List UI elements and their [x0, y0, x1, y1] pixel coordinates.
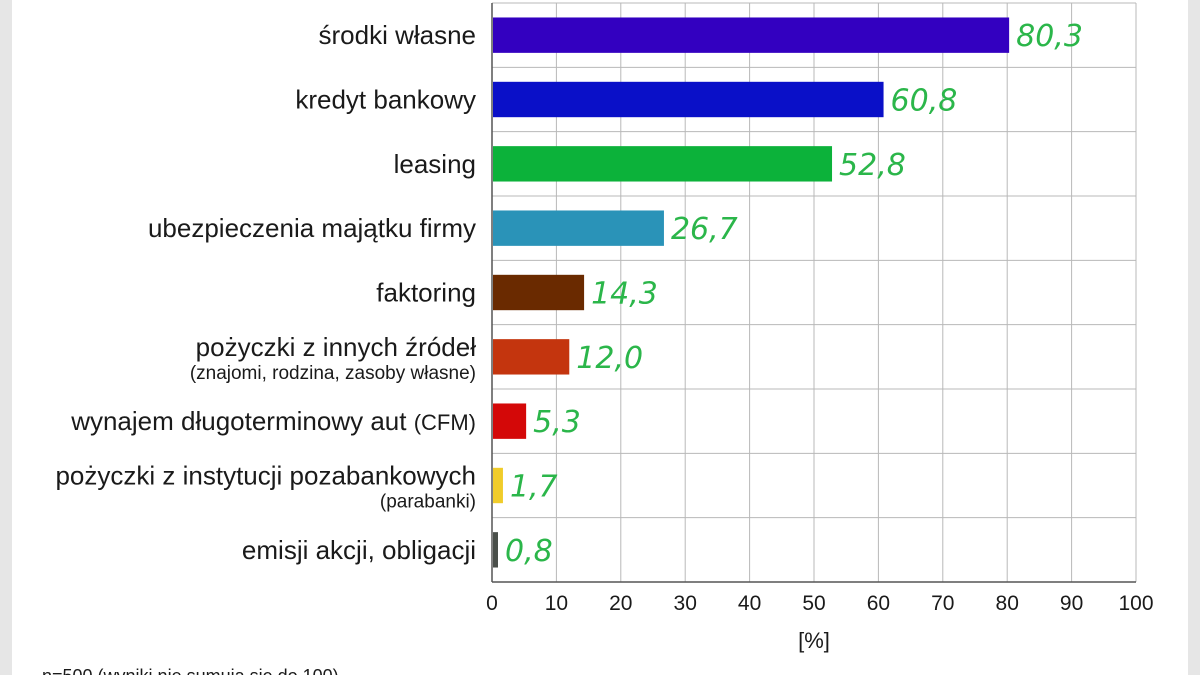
x-tick-label-4: 40: [738, 592, 761, 615]
value-label-3: 26,7: [671, 212, 738, 247]
category-label-2: leasing: [394, 149, 476, 179]
category-label-1: kredyt bankowy: [295, 85, 476, 115]
value-label-4: 14,3: [591, 277, 658, 312]
chart-canvas: środki własne kredyt bankowy leasing ubezpi…: [12, 0, 1188, 675]
bar-1: [493, 81, 884, 118]
category-label-0: środki własne: [318, 20, 476, 50]
x-tick-label-9: 90: [1060, 592, 1083, 615]
x-tick-label-5: 50: [802, 592, 825, 615]
category-label-5: pożyczki z innych źródeł: [196, 332, 477, 362]
category-sublabel-6: (CFM): [414, 410, 476, 435]
category-label-4: faktoring: [376, 278, 476, 308]
value-labels: 80,3 60,8 52,8 26,7 14,3 12,0 5,3 1,7 0,8: [505, 19, 1083, 569]
x-tick-label-3: 30: [674, 592, 697, 615]
x-tick-label-8: 80: [996, 592, 1019, 615]
footnote: n=500 (wyniki nie sumują się do 100): [42, 666, 339, 675]
value-label-6: 5,3: [533, 405, 581, 440]
x-tick-label-2: 20: [609, 592, 632, 615]
bar-4: [493, 274, 585, 311]
bar-5: [493, 339, 570, 375]
category-label-6: wynajem długoterminowy aut (CFM): [70, 406, 476, 436]
category-sublabel-5: (znajomi, rodzina, zasoby własne): [190, 363, 476, 384]
bar-3: [493, 210, 664, 246]
x-tick-label-6: 60: [867, 592, 890, 615]
bars: [493, 17, 1010, 568]
category-label-8: emisji akcji, obligacji: [242, 535, 476, 565]
x-tick-label-7: 70: [931, 592, 954, 615]
category-labels: środki własne kredyt bankowy leasing ubezpi…: [55, 20, 476, 565]
value-label-0: 80,3: [1016, 19, 1083, 54]
category-label-main-6: wynajem długoterminowy aut: [70, 406, 414, 436]
category-label-3: ubezpieczenia majątku firmy: [148, 213, 476, 243]
x-tick-label-10: 100: [1118, 592, 1153, 615]
bar-7: [493, 467, 503, 504]
value-label-1: 60,8: [891, 84, 958, 119]
bar-8: [493, 532, 498, 568]
x-tick-label-1: 10: [545, 592, 568, 615]
bar-2: [493, 146, 833, 182]
category-label-7: pożyczki z instytucji pozabankowych: [55, 461, 476, 491]
value-label-7: 1,7: [510, 470, 558, 505]
value-label-5: 12,0: [576, 341, 643, 376]
bar-6: [493, 403, 527, 439]
horizontal-bar-chart: środki własne kredyt bankowy leasing ubezpi…: [42, 2, 1154, 675]
value-label-2: 52,8: [839, 148, 906, 183]
bar-0: [493, 17, 1010, 53]
x-axis-label: [%]: [798, 628, 830, 653]
category-sublabel-7: (parabanki): [380, 492, 476, 513]
value-label-8: 0,8: [505, 534, 553, 569]
x-tick-label-0: 0: [486, 592, 498, 615]
x-axis-ticks: 0 10 20 30 40 50 60 70 80 90 100: [486, 592, 1153, 615]
